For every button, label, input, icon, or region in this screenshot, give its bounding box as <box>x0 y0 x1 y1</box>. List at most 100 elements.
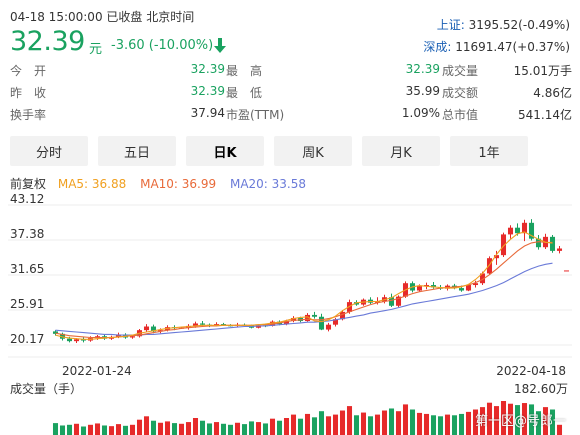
candle-body <box>220 324 227 326</box>
volume-bar <box>248 421 255 435</box>
volume-bar <box>395 411 402 435</box>
volume-max-label: 182.60万 <box>514 382 568 396</box>
volume-bar <box>129 424 136 435</box>
volume-bar <box>206 423 213 435</box>
volume-bar <box>346 406 353 435</box>
tab-five-day[interactable]: 五日 <box>98 136 176 166</box>
volume-bar <box>101 425 108 435</box>
tab-one-year[interactable]: 1年 <box>450 136 528 166</box>
volume-bar <box>199 420 206 435</box>
volume-bar <box>535 411 542 435</box>
candle-body <box>388 297 395 306</box>
volume-bar <box>227 424 234 435</box>
volume-bar <box>521 403 528 435</box>
tab-weekly-k[interactable]: 周K <box>274 136 352 166</box>
index-shanghai[interactable]: 上证: 3195.52(-0.49%) <box>437 16 570 33</box>
candle-body <box>423 285 430 287</box>
volume-bar <box>108 426 115 435</box>
volume-bar <box>87 424 94 435</box>
ma20-legend: MA20: 33.58 <box>229 177 307 191</box>
candle-body <box>374 301 381 303</box>
y-tick-label: 20.17 <box>10 332 44 346</box>
volume-bar <box>374 414 381 435</box>
period-tabs: 分时 五日 日K 周K 月K 1年 <box>10 136 576 166</box>
candle-body <box>332 319 339 325</box>
volume-bar <box>367 416 374 435</box>
candle-body <box>304 314 311 322</box>
volume-bar <box>241 424 248 435</box>
volume-bar <box>556 424 563 435</box>
volume-bar <box>59 425 66 435</box>
volume-label: 成交量（手） <box>10 381 82 396</box>
volume-bar <box>66 424 73 435</box>
stat-value: 4.86亿 <box>533 86 572 100</box>
volume-bar <box>465 411 472 435</box>
candle-body <box>479 273 486 284</box>
candle-body <box>283 321 290 325</box>
volume-bar <box>451 415 458 435</box>
candle-body <box>192 323 199 326</box>
stat-label: 成交额 <box>442 86 479 100</box>
y-tick-label: 43.12 <box>10 192 44 206</box>
candle-body <box>528 222 535 239</box>
tab-daily-k[interactable]: 日K <box>186 136 264 166</box>
stat-label: 换手率 <box>10 108 47 122</box>
ma10-legend: MA10: 36.99 <box>140 177 217 191</box>
candle-body <box>52 331 59 334</box>
volume-bar <box>514 405 521 435</box>
candle-body <box>507 227 514 235</box>
volume-bar <box>423 413 430 435</box>
volume-bar <box>290 414 297 435</box>
volume-bar <box>185 422 192 435</box>
x-tick-label: 2022-04-18 <box>496 364 566 378</box>
candle-body <box>115 334 122 337</box>
adjust-mode[interactable]: 前复权 <box>10 177 47 191</box>
candle-body <box>318 316 325 330</box>
volume-bar <box>304 413 311 435</box>
candle-body <box>290 317 297 322</box>
volume-bar <box>549 409 556 435</box>
candle-body <box>458 288 465 291</box>
y-tick-label: 25.91 <box>10 297 44 311</box>
candle-body <box>143 326 150 331</box>
stat-label: 昨 收 <box>10 86 47 100</box>
price-change: -3.60 (-10.00%) <box>111 38 214 53</box>
volume-bar <box>262 423 269 435</box>
candle-body <box>486 258 493 274</box>
watermark: 第一区@号郎一 <box>474 414 566 429</box>
candle-body <box>430 285 437 288</box>
candle-body <box>493 255 500 259</box>
volume-bar <box>339 410 346 435</box>
volume-bar <box>318 411 325 435</box>
current-price: 32.39 <box>10 26 85 57</box>
volume-bar <box>388 408 395 435</box>
candle-body <box>556 248 563 251</box>
volume-bar <box>80 426 87 435</box>
stat-label: 成交量 <box>442 64 479 78</box>
volume-bar <box>542 407 549 435</box>
stat-value: 541.14亿 <box>518 108 572 122</box>
candle-body <box>213 324 220 326</box>
volume-bar <box>213 422 220 435</box>
stat-value: 15.01万手 <box>513 64 572 78</box>
volume-bar <box>353 415 360 435</box>
candle-body <box>129 336 136 338</box>
tab-intraday[interactable]: 分时 <box>10 136 88 166</box>
down-arrow-icon <box>214 38 226 57</box>
market-status: 04-18 15:00:00 已收盘 北京时间 <box>10 10 195 24</box>
volume-bar <box>297 418 304 435</box>
volume-bar <box>150 420 157 435</box>
index-shenzhen[interactable]: 深成: 11691.47(+0.37%) <box>423 38 570 55</box>
volume-bar <box>430 415 437 435</box>
volume-bar <box>437 416 444 435</box>
index-value: 11691.47(+0.37%) <box>455 40 570 54</box>
volume-bar <box>444 414 451 435</box>
stat-value: 35.99 <box>405 84 440 98</box>
kline-chart[interactable]: 43.12 37.38 31.65 25.91 20.17 2022-01-24 2022-… <box>0 190 580 435</box>
volume-bar <box>143 416 150 435</box>
stat-value: 32.39 <box>405 62 440 76</box>
y-tick-label: 31.65 <box>10 262 44 276</box>
candle-body <box>500 234 507 256</box>
tab-monthly-k[interactable]: 月K <box>362 136 440 166</box>
candle-body <box>353 302 360 305</box>
